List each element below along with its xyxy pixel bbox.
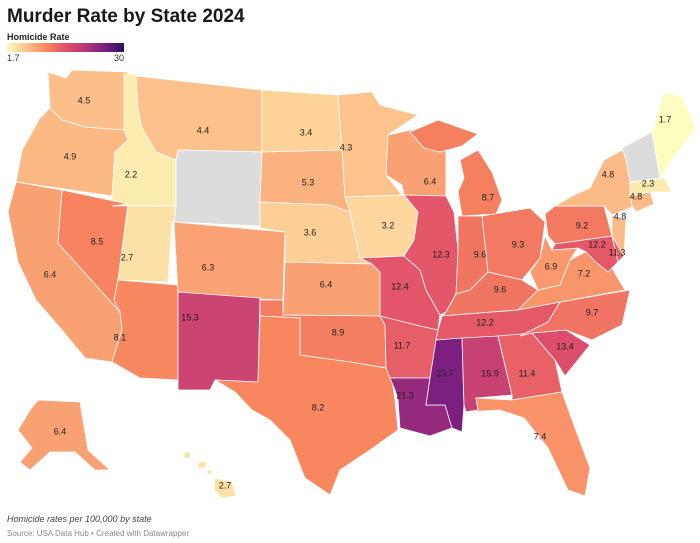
- state-value-label-mo: 12.4: [391, 281, 409, 291]
- state-value-label-nj: 4.8: [614, 211, 627, 221]
- chart-source: Source: USA Data Hub • Created with Data…: [7, 529, 189, 538]
- state-wv[interactable]: [529, 234, 579, 291]
- state-value-label-mn: 4.3: [340, 142, 353, 152]
- state-value-label-nd: 3.4: [300, 127, 313, 137]
- state-nc[interactable]: [519, 289, 631, 341]
- state-value-label-mi: 8.7: [482, 192, 495, 202]
- state-value-label-me: 1.7: [659, 114, 672, 124]
- state-value-label-nv: 8.5: [91, 236, 104, 246]
- state-value-label-ny: 4.8: [602, 169, 615, 179]
- state-value-label-ms: 23.7: [436, 368, 454, 378]
- state-value-label-ak: 6.4: [54, 426, 67, 436]
- state-value-label-tn: 12.2: [476, 317, 494, 327]
- legend-title: Homicide Rate: [7, 32, 70, 42]
- state-value-label-ar: 11.7: [394, 340, 411, 350]
- state-value-label-ia: 3.2: [382, 220, 395, 230]
- state-vtnh[interactable]: [621, 131, 661, 183]
- state-value-label-al: 15.9: [481, 368, 499, 378]
- state-il[interactable]: [403, 194, 459, 316]
- state-value-label-nm: 15.3: [181, 312, 199, 322]
- state-wy[interactable]: [173, 149, 263, 227]
- state-value-label-wi: 6.4: [424, 176, 437, 186]
- state-mi[interactable]: [409, 119, 479, 153]
- chart-title: Murder Rate by State 2024: [7, 6, 245, 27]
- state-value-label-ga: 11.4: [519, 368, 536, 378]
- state-hi[interactable]: [197, 461, 207, 469]
- state-hi[interactable]: [213, 477, 237, 499]
- state-value-label-ok: 8.9: [332, 327, 345, 337]
- state-ak[interactable]: [17, 399, 112, 471]
- state-value-label-la: 21.3: [396, 390, 414, 400]
- state-value-label-co: 6.3: [202, 262, 215, 272]
- state-hi[interactable]: [183, 451, 191, 459]
- state-value-label-id: 2.2: [125, 169, 138, 179]
- legend-max-label: 30: [114, 53, 125, 63]
- state-value-label-ct: 4.8: [630, 191, 643, 201]
- state-ut[interactable]: [111, 203, 177, 283]
- state-ma[interactable]: [629, 177, 673, 196]
- state-value-label-ks: 6.4: [320, 279, 333, 289]
- state-value-label-sd: 5.3: [302, 177, 315, 187]
- state-nd[interactable]: [261, 89, 343, 153]
- state-value-label-ma: 2.3: [642, 178, 655, 188]
- state-value-label-or: 4.9: [64, 151, 77, 161]
- state-fl[interactable]: [465, 391, 591, 497]
- state-value-label-va: 7.2: [578, 268, 591, 278]
- state-value-label-de: 11.3: [609, 247, 626, 257]
- state-value-label-md: 12.2: [588, 239, 606, 249]
- state-value-label-oh: 9.3: [512, 239, 525, 249]
- state-value-label-ca: 6.4: [44, 269, 57, 279]
- state-value-label-ky: 9.6: [494, 284, 507, 294]
- legend-min-label: 1.7: [7, 53, 20, 63]
- state-nj[interactable]: [611, 214, 627, 258]
- state-value-label-mt: 4.4: [197, 125, 210, 135]
- state-value-label-il: 12.3: [432, 249, 450, 259]
- state-hi[interactable]: [206, 469, 213, 475]
- legend-color-bar: [7, 43, 124, 52]
- state-value-label-in: 9.6: [474, 249, 487, 259]
- state-tx[interactable]: [214, 315, 399, 496]
- state-nm[interactable]: [177, 291, 261, 391]
- state-mt[interactable]: [135, 75, 263, 161]
- state-value-label-wv: 6.9: [545, 261, 558, 271]
- state-value-label-hi: 2.7: [219, 480, 232, 490]
- state-value-label-fl: 7.4: [534, 431, 547, 441]
- state-value-label-nc: 9.7: [586, 307, 599, 317]
- state-me[interactable]: [651, 91, 697, 180]
- state-value-label-ut: 2.7: [121, 252, 134, 262]
- state-az[interactable]: [111, 279, 179, 381]
- state-co[interactable]: [173, 221, 286, 301]
- state-value-label-sc: 13.4: [556, 341, 574, 351]
- state-value-label-tx: 8.2: [312, 402, 325, 412]
- state-value-label-pa: 9.2: [576, 220, 589, 230]
- chart-notes: Homicide rates per 100,000 by state: [7, 514, 152, 524]
- state-mi[interactable]: [457, 149, 503, 217]
- state-value-label-az: 8.1: [114, 332, 127, 342]
- state-value-label-wa: 4.5: [78, 95, 91, 105]
- state-value-label-ne: 3.6: [304, 227, 317, 237]
